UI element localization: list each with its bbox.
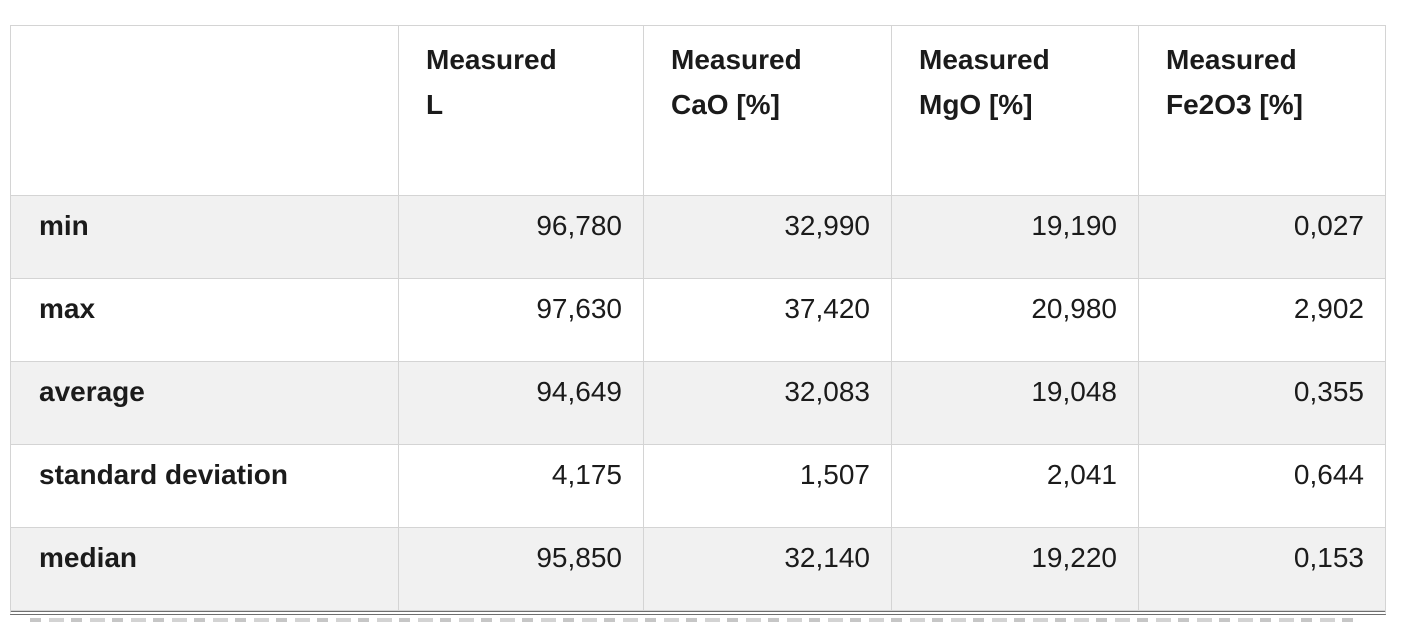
value-cell: 4,175 xyxy=(399,445,644,528)
value-cell: 19,190 xyxy=(892,196,1139,279)
row-label: average xyxy=(11,362,399,445)
col-header-measured-mgo: Measured MgO [%] xyxy=(892,26,1139,196)
row-label: min xyxy=(11,196,399,279)
table-row-standard-deviation: standard deviation 4,175 1,507 2,041 0,6… xyxy=(11,445,1385,528)
header-row: Measured L Measured CaO [%] Measured MgO… xyxy=(11,26,1385,196)
col-header-empty xyxy=(11,26,399,196)
value-cell: 0,644 xyxy=(1139,445,1385,528)
header-line: Measured xyxy=(919,44,1050,75)
value-cell: 0,153 xyxy=(1139,528,1385,611)
value-cell: 20,980 xyxy=(892,279,1139,362)
row-label: max xyxy=(11,279,399,362)
header-line: Fe2O3 [%] xyxy=(1166,89,1303,120)
col-header-measured-l: Measured L xyxy=(399,26,644,196)
table-row-max: max 97,630 37,420 20,980 2,902 xyxy=(11,279,1385,362)
statistics-table: Measured L Measured CaO [%] Measured MgO… xyxy=(10,25,1386,615)
table-row-median: median 95,850 32,140 19,220 0,153 xyxy=(11,528,1385,611)
value-cell: 37,420 xyxy=(644,279,892,362)
value-cell: 95,850 xyxy=(399,528,644,611)
header-line: MgO [%] xyxy=(919,89,1033,120)
row-label: median xyxy=(11,528,399,611)
value-cell: 1,507 xyxy=(644,445,892,528)
table-row-min: min 96,780 32,990 19,190 0,027 xyxy=(11,196,1385,279)
row-label: standard deviation xyxy=(11,445,399,528)
value-cell: 19,048 xyxy=(892,362,1139,445)
value-cell: 2,041 xyxy=(892,445,1139,528)
value-cell: 0,027 xyxy=(1139,196,1385,279)
value-cell: 0,355 xyxy=(1139,362,1385,445)
value-cell: 19,220 xyxy=(892,528,1139,611)
header-line: Measured xyxy=(671,44,802,75)
value-cell: 32,083 xyxy=(644,362,892,445)
measured-values-table: Measured L Measured CaO [%] Measured MgO… xyxy=(11,26,1385,611)
value-cell: 32,140 xyxy=(644,528,892,611)
value-cell: 96,780 xyxy=(399,196,644,279)
table-row-average: average 94,649 32,083 19,048 0,355 xyxy=(11,362,1385,445)
header-line: L xyxy=(426,89,444,120)
header-line: Measured xyxy=(426,44,557,75)
value-cell: 97,630 xyxy=(399,279,644,362)
cropped-caption-remnant xyxy=(30,618,1360,622)
header-line: CaO [%] xyxy=(671,89,780,120)
value-cell: 32,990 xyxy=(644,196,892,279)
value-cell: 94,649 xyxy=(399,362,644,445)
value-cell: 2,902 xyxy=(1139,279,1385,362)
col-header-measured-cao: Measured CaO [%] xyxy=(644,26,892,196)
col-header-measured-fe2o3: Measured Fe2O3 [%] xyxy=(1139,26,1385,196)
header-line: Measured xyxy=(1166,44,1297,75)
